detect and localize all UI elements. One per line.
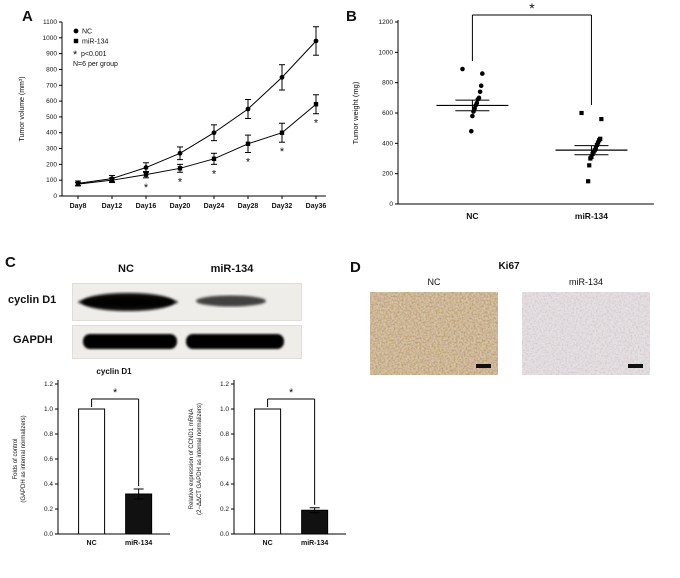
ihc-col-label-mir134: miR-134 [568,277,603,287]
svg-text:0.6: 0.6 [220,456,229,463]
svg-text:*: * [113,387,118,399]
blot-row-label-cyclind1: cyclin D1 [8,294,57,306]
panel-c: C NC miR-134 cyclin D1 GAPDH 0.0 0.2 0.4 0.… [0,250,356,578]
cyclind1-protein-bar-chart: 0.0 0.2 0.4 0.6 0.8 1.0 1.2 NC miR-134 * cyclin D1… [13,367,170,547]
svg-text:800: 800 [382,80,393,87]
blot-row-label-gapdh: GAPDH [13,334,53,346]
gapdh-bands-image [83,334,284,349]
svg-text:NC: NC [466,211,478,221]
svg-text:Day24: Day24 [204,203,225,210]
panel-a: A 0 100 200 300 400 500 600 700 800 900 1000 1100 Da… [8,2,340,246]
svg-text:*: * [280,146,285,158]
svg-text:Relative expression of CCND1 m: Relative expression of CCND1 mRNA [189,409,195,510]
panel-d: D Ki67 NC miR-134 [348,255,678,395]
svg-text:Day16: Day16 [136,203,157,210]
svg-text:Day20: Day20 [170,203,191,210]
ccnd1-mrna-bar-chart: 0.0 0.2 0.4 0.6 0.8 1.0 1.2 NC miR-134 * Relative … [189,380,346,547]
svg-text:1.0: 1.0 [220,406,229,413]
svg-text:*: * [212,168,217,180]
svg-text:(2−ΔΔCT GAPDH as internal norm: (2−ΔΔCT GAPDH as internal normalizers) [197,403,203,515]
svg-text:200: 200 [382,171,393,178]
svg-text:400: 400 [382,140,393,147]
svg-text:*: * [289,387,294,399]
svg-text:0.4: 0.4 [220,481,229,488]
svg-text:800: 800 [46,66,57,73]
svg-text:1.2: 1.2 [220,381,229,388]
svg-text:Day36: Day36 [306,203,327,210]
svg-text:(GAPDH as internal normalizers: (GAPDH as internal normalizers) [21,415,27,502]
svg-text:NC: NC [87,540,97,547]
svg-text:*: * [73,49,78,61]
svg-text:600: 600 [46,98,57,105]
svg-text:600: 600 [382,110,393,117]
panel-d-letter: D [350,259,361,276]
svg-text:*: * [144,182,149,194]
svg-text:Tumor weight (mg): Tumor weight (mg) [351,81,360,144]
svg-text:Day32: Day32 [272,203,293,210]
tumor-weight-scatter-chart: 0 200 400 600 800 1000 1200 NC miR-134 * Tumor wei… [351,2,654,221]
scale-bar [628,364,643,368]
cyclind1-bands-image [78,293,266,311]
svg-text:400: 400 [46,130,57,137]
svg-text:*: * [529,2,535,16]
svg-text:0.0: 0.0 [220,531,229,538]
svg-text:1.0: 1.0 [44,406,53,413]
svg-text:0.2: 0.2 [44,506,53,513]
svg-text:900: 900 [46,51,57,58]
panel-a-letter: A [22,8,33,25]
scale-bar [476,364,491,368]
svg-text:700: 700 [46,82,57,89]
svg-text:*: * [314,118,319,130]
tumor-volume-line-chart: 0 100 200 300 400 500 600 700 800 900 1000 1100 Day8… [19,19,327,210]
ihc-image-mir134 [522,292,650,375]
western-blot-cyclind1 [72,283,302,321]
svg-text:NC: NC [263,540,273,547]
blot-col-header-mir134: miR-134 [210,263,254,275]
svg-text:*: * [178,176,183,188]
svg-text:Day12: Day12 [102,203,123,210]
svg-text:1200: 1200 [379,19,394,26]
western-blot-gapdh [72,325,302,359]
svg-text:1000: 1000 [43,35,58,42]
svg-text:miR-134: miR-134 [575,211,608,221]
svg-text:1100: 1100 [43,19,57,26]
svg-text:Day28: Day28 [238,203,259,210]
svg-text:N=6 per group: N=6 per group [73,61,118,68]
svg-text:Day8: Day8 [70,203,87,210]
svg-text:miR-134: miR-134 [82,39,109,46]
svg-text:200: 200 [46,161,57,168]
svg-text:0.8: 0.8 [220,431,229,438]
svg-text:0.6: 0.6 [44,456,53,463]
svg-text:Folds of control: Folds of control [13,438,19,479]
panel-b-letter: B [346,8,357,25]
svg-text:1.2: 1.2 [44,381,53,388]
panel-c-letter: C [5,254,16,271]
ihc-image-nc [370,292,498,375]
svg-text:0: 0 [389,201,393,208]
svg-text:0.8: 0.8 [44,431,53,438]
svg-text:p<0.001: p<0.001 [81,51,107,58]
svg-text:NC: NC [82,29,92,36]
svg-text:miR-134: miR-134 [301,540,328,547]
svg-text:300: 300 [46,146,57,153]
svg-text:miR-134: miR-134 [125,540,152,547]
ki67-title: Ki67 [498,261,520,272]
svg-text:500: 500 [46,114,57,121]
svg-text:0.4: 0.4 [44,481,53,488]
ihc-col-label-nc: NC [427,277,441,287]
svg-text:0.2: 0.2 [220,506,229,513]
svg-text:0: 0 [53,193,57,200]
svg-text:100: 100 [46,177,57,184]
panel-b: B 0 200 400 600 800 1000 1200 NC miR-134 * Tumor w… [340,2,678,246]
svg-text:1000: 1000 [379,49,394,56]
svg-text:cyclin D1: cyclin D1 [96,367,132,376]
svg-text:Tumor volume (mm³): Tumor volume (mm³) [19,76,26,141]
blot-col-header-nc: NC [118,263,134,275]
svg-text:*: * [246,157,251,169]
svg-text:0.0: 0.0 [44,531,53,538]
